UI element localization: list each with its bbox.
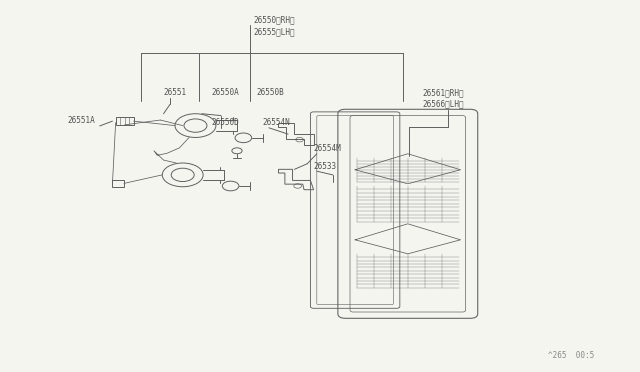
Text: 26554N: 26554N <box>262 118 291 127</box>
Text: 26566〈LH〉: 26566〈LH〉 <box>422 99 464 108</box>
Text: 26551A: 26551A <box>68 116 95 125</box>
Text: 26550A: 26550A <box>211 88 239 97</box>
Text: 26551: 26551 <box>164 88 187 97</box>
Text: 26550〈RH〉: 26550〈RH〉 <box>253 16 294 25</box>
Text: ^265  00:5: ^265 00:5 <box>548 351 595 360</box>
Text: 26561〈RH〉: 26561〈RH〉 <box>422 88 464 97</box>
Text: 26550B: 26550B <box>256 88 284 97</box>
Text: 26555〈LH〉: 26555〈LH〉 <box>253 27 294 36</box>
Text: 26554M: 26554M <box>314 144 341 153</box>
Text: 26533: 26533 <box>314 162 337 171</box>
Text: 26550D: 26550D <box>211 118 239 127</box>
